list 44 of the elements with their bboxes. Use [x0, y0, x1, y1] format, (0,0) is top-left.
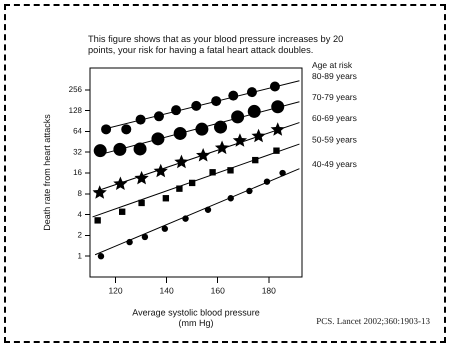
y-axis-title: Death rate from heart attacks	[42, 114, 52, 231]
y-tick-label: 128	[68, 106, 83, 115]
x-axis-title: Average systolic blood pressure (mm Hg)	[132, 307, 260, 328]
point	[134, 142, 147, 156]
y-tick-label: 32	[73, 147, 83, 156]
point	[94, 217, 101, 224]
text: 80-89 years	[312, 71, 357, 82]
legend-title: Age at risk	[312, 60, 353, 70]
point	[162, 226, 168, 232]
point	[94, 144, 107, 158]
y-tick-label: 8	[78, 189, 83, 198]
point	[138, 200, 145, 206]
y-tick-label: 256	[68, 85, 83, 94]
point	[271, 100, 284, 114]
text: 50-59 years	[312, 134, 357, 144]
text: 70-79 years	[312, 92, 357, 102]
x-tick-label: 180	[262, 285, 276, 296]
point	[134, 170, 149, 184]
x-tick-label: 160	[210, 285, 226, 296]
point	[121, 124, 132, 134]
point	[232, 133, 248, 147]
point	[231, 110, 244, 124]
y-tick-label: 2	[78, 230, 83, 240]
point	[214, 120, 228, 134]
x-tick-label: 140	[160, 285, 174, 296]
point	[162, 195, 170, 202]
point	[113, 142, 126, 156]
point	[119, 208, 126, 215]
x-tick-label: 120	[108, 285, 123, 296]
point	[151, 132, 164, 146]
point	[195, 122, 208, 136]
y-tick-label: 1	[78, 251, 83, 260]
point	[98, 253, 104, 260]
y-tick-label: 64	[73, 126, 83, 136]
point	[142, 234, 148, 240]
point	[92, 185, 107, 199]
y-tick-label: 16	[73, 168, 83, 178]
text: 60-69 years	[312, 112, 357, 123]
point	[248, 104, 261, 118]
text: PCS. Lancet 2002;360:1903-13	[316, 316, 430, 326]
text: 40-49 years	[312, 159, 357, 170]
point	[174, 126, 187, 140]
chart-title: This figure shows that as your blood pressure increases by 20 points, your risk for having a fatal heart attack doubles.	[88, 34, 344, 56]
y-tick-label: 4	[78, 210, 83, 219]
